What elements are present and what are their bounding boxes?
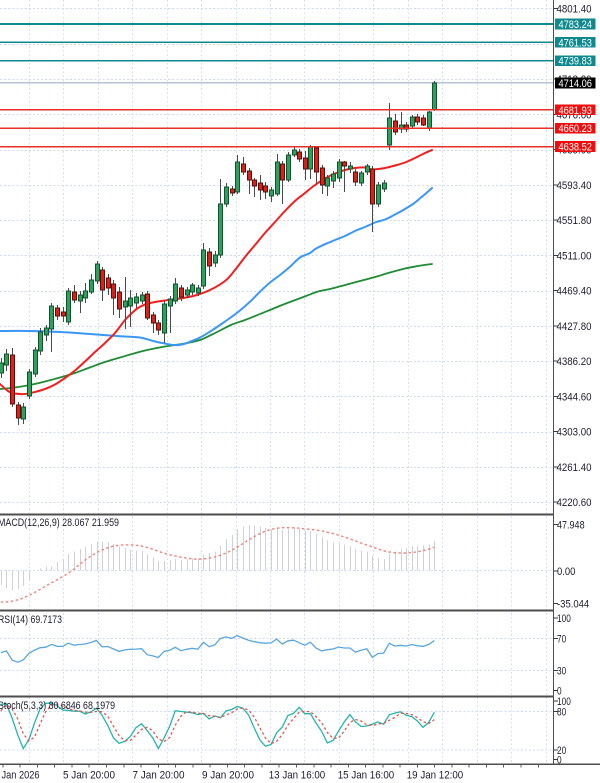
svg-text:19 Jan 12:00: 19 Jan 12:00: [407, 770, 464, 782]
svg-text:0: 0: [557, 754, 562, 766]
svg-text:4386.20: 4386.20: [557, 356, 592, 368]
svg-text:20: 20: [557, 745, 566, 757]
svg-text:70: 70: [557, 633, 566, 645]
svg-text:4714.06: 4714.06: [558, 78, 592, 90]
svg-text:4220.60: 4220.60: [557, 497, 592, 509]
svg-text:4551.80: 4551.80: [557, 215, 592, 227]
svg-text:Jan 2026: Jan 2026: [2, 770, 40, 782]
svg-text:80: 80: [557, 707, 566, 719]
svg-text:4427.80: 4427.80: [557, 321, 592, 333]
svg-text:0.00: 0.00: [557, 566, 575, 578]
svg-text:4638.52: 4638.52: [558, 142, 592, 154]
svg-text:RSI(14) 69.7173: RSI(14) 69.7173: [0, 614, 62, 626]
svg-text:Stoch(5,3,3) 80.6846 68.1979: Stoch(5,3,3) 80.6846 68.1979: [0, 700, 115, 712]
svg-text:13 Jan 16:00: 13 Jan 16:00: [269, 770, 326, 782]
svg-text:4801.40: 4801.40: [557, 4, 592, 16]
svg-text:15 Jan 16:00: 15 Jan 16:00: [338, 770, 395, 782]
svg-text:4511.00: 4511.00: [557, 250, 592, 262]
svg-text:4783.24: 4783.24: [558, 19, 592, 31]
svg-text:100: 100: [557, 696, 571, 708]
svg-text:4761.53: 4761.53: [558, 37, 592, 49]
svg-text:4593.40: 4593.40: [557, 180, 592, 192]
svg-text:4261.40: 4261.40: [557, 462, 592, 474]
svg-text:4469.40: 4469.40: [557, 286, 592, 298]
svg-text:-35.044: -35.044: [557, 598, 589, 610]
svg-text:5 Jan 20:00: 5 Jan 20:00: [63, 770, 115, 782]
svg-text:4660.23: 4660.23: [558, 123, 592, 135]
svg-text:7 Jan 20:00: 7 Jan 20:00: [133, 770, 185, 782]
svg-text:0: 0: [557, 686, 562, 698]
svg-text:MACD(12,26,9) 28.067 21.959: MACD(12,26,9) 28.067 21.959: [0, 517, 119, 529]
svg-text:9 Jan 20:00: 9 Jan 20:00: [202, 770, 254, 782]
svg-text:4739.83: 4739.83: [558, 56, 592, 68]
svg-text:100: 100: [557, 613, 571, 625]
svg-text:4681.93: 4681.93: [558, 105, 592, 117]
svg-text:47.948: 47.948: [557, 520, 585, 532]
svg-text:4303.00: 4303.00: [557, 427, 592, 439]
svg-text:4344.60: 4344.60: [557, 391, 592, 403]
svg-text:30: 30: [557, 665, 566, 677]
